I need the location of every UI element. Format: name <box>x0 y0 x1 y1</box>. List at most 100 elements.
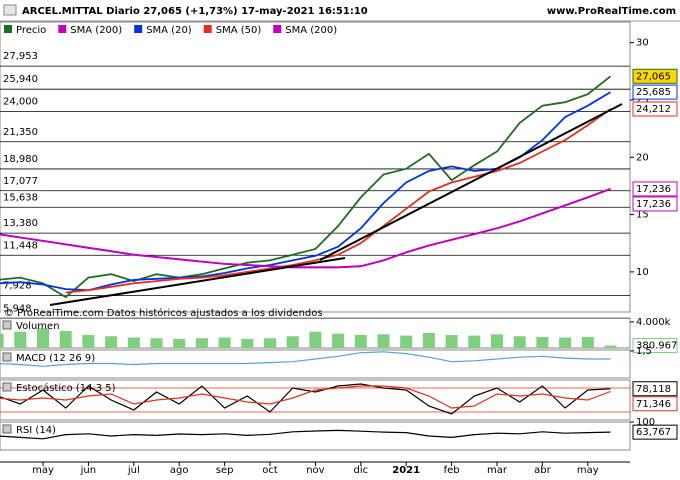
menu-icon[interactable] <box>3 4 17 16</box>
level-label-bg <box>1 73 41 86</box>
volume-bar <box>354 334 367 348</box>
level-label: 25,940 <box>3 74 38 85</box>
level-label-bg <box>1 125 41 138</box>
level-label-bg <box>1 152 41 165</box>
volume-bar <box>264 338 276 348</box>
legend-swatch <box>4 25 12 33</box>
legend-item: SMA (200) <box>58 25 122 36</box>
value-label: 27,065 <box>636 71 671 82</box>
value-label-box <box>632 181 678 197</box>
level-label-bg <box>1 191 41 204</box>
value-label-box <box>632 396 678 412</box>
legend-item: SMA (200) <box>273 25 337 36</box>
value-label: 17,236 <box>636 184 671 195</box>
x-tick-label: jul <box>127 465 140 476</box>
value-label-box <box>632 424 678 440</box>
x-tick-label: mar <box>487 465 508 476</box>
legend-label: SMA (20) <box>146 25 192 36</box>
legend-label: SMA (200) <box>70 25 122 36</box>
x-tick-label: nov <box>306 465 324 476</box>
level-label: 13,380 <box>3 218 38 229</box>
volume-bar <box>559 337 572 348</box>
panel-icon <box>2 424 12 434</box>
volume-bar <box>604 345 617 348</box>
x-tick-label: sep <box>216 465 234 476</box>
level-label-bg <box>1 302 41 315</box>
volume-bar <box>150 338 163 348</box>
value-label: 380.967 <box>636 341 677 352</box>
legend-swatch <box>58 25 67 33</box>
level-label: 24,000 <box>3 96 38 107</box>
panel-icon <box>2 352 12 362</box>
level-label: 11,448 <box>3 240 38 251</box>
y-tick-label: 10 <box>636 267 649 278</box>
value-label: 78,118 <box>636 384 671 395</box>
volume-bar <box>14 331 27 348</box>
series-line <box>0 188 611 269</box>
panel-icon <box>2 382 12 392</box>
y-tick-label: 30 <box>636 38 649 49</box>
level-label: 7,928 <box>3 281 32 292</box>
level-label: 5,948 <box>3 303 32 314</box>
note: © ProRealTime.com Datos históricos ajust… <box>4 307 323 319</box>
level-label: 17,077 <box>3 176 38 187</box>
trendline <box>319 103 623 261</box>
panel-frame <box>0 349 631 379</box>
level-label-bg <box>1 95 41 108</box>
site: www.ProRealTime.com <box>547 6 676 17</box>
volume-bar <box>536 336 549 348</box>
volume-bar <box>332 333 345 348</box>
y-tick-label: 4.000k <box>636 317 671 328</box>
level-label: 18,980 <box>3 154 38 165</box>
legend-swatch <box>134 25 143 33</box>
y-tick-label: 15 <box>636 210 649 221</box>
volume-bar <box>241 338 254 348</box>
panel-icon <box>2 320 12 330</box>
level-label-bg <box>1 174 41 187</box>
value-label: 17,236 <box>636 199 671 210</box>
volume-bar <box>195 338 208 348</box>
y-tick-label: 25 <box>636 95 649 106</box>
legend-label: SMA (50) <box>216 25 262 36</box>
volume-bar <box>422 333 435 348</box>
legend-item: SMA (50) <box>203 25 262 36</box>
x-tick-label: feb <box>444 465 460 476</box>
y-tick-label: 1,5 <box>636 346 652 357</box>
volume-bar <box>59 331 72 348</box>
volume-bar <box>82 334 95 348</box>
level-label: 27,953 <box>3 51 38 62</box>
level-label-bg <box>1 217 41 230</box>
legend-item: SMA (20) <box>134 25 192 36</box>
level-label-bg <box>1 50 41 63</box>
level-label: 21,350 <box>3 127 38 138</box>
value-label: 25,685 <box>636 87 671 98</box>
value-label-box <box>632 84 678 100</box>
volume-bar <box>377 334 390 348</box>
legend-item: Precio <box>4 25 46 36</box>
volume-bar <box>37 328 49 348</box>
x-tick-label: may <box>32 465 54 476</box>
chart-title: ARCEL.MITTAL Diario 27,065 (+1,73%) 17-m… <box>22 6 368 17</box>
level-label: 15,638 <box>3 192 38 203</box>
panel-title: Volumen <box>16 321 60 332</box>
value-label-box <box>632 381 678 397</box>
panel-title: RSI (14) <box>16 425 56 436</box>
volume-bar <box>309 331 322 348</box>
series-line <box>0 385 611 409</box>
x-tick-label: dic <box>353 465 368 476</box>
value-label: 71,346 <box>636 399 671 410</box>
legend-label: SMA (200) <box>285 25 337 36</box>
volume-bar <box>491 334 503 348</box>
volume-bar <box>286 336 299 348</box>
volume-bar <box>581 336 594 348</box>
legend-label: Precio <box>16 25 46 36</box>
volume-bar <box>173 338 186 348</box>
series-line <box>0 351 611 367</box>
series-line <box>65 108 612 294</box>
trendline <box>49 257 346 306</box>
y-tick-label: 100 <box>636 417 655 428</box>
value-label-box <box>632 196 678 212</box>
value-label: 63,767 <box>636 427 671 438</box>
volume-bar <box>127 337 140 348</box>
